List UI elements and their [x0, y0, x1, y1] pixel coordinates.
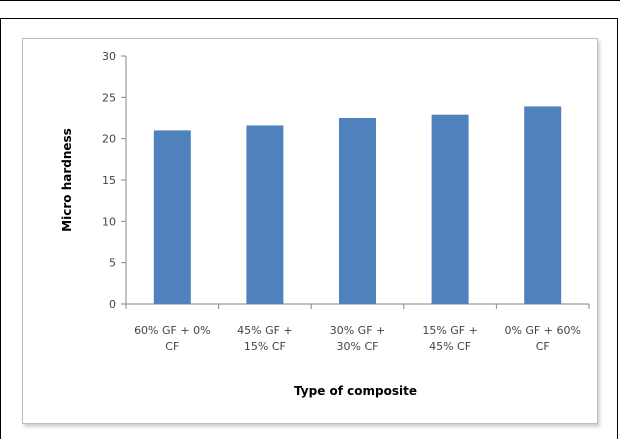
- y-tick-labels: 0 5 10 15 20 25 30: [102, 50, 116, 311]
- bars: [153, 106, 562, 305]
- x-category-label: 30% CF: [337, 340, 379, 353]
- table-cell: [0, 18, 618, 439]
- y-tick-label: 5: [109, 257, 116, 270]
- x-category-label: 45% GF +: [237, 324, 293, 337]
- x-category-label: 15% CF: [244, 340, 286, 353]
- x-category-label: 60% GF + 0%: [134, 324, 210, 337]
- y-tick-label: 10: [102, 215, 116, 228]
- x-category-label: CF: [165, 340, 179, 353]
- bar: [431, 114, 469, 305]
- y-tick-label: 20: [102, 133, 116, 146]
- table-top-border: [0, 0, 620, 1]
- y-tick-label: 0: [109, 298, 116, 311]
- x-category-label: 30% GF +: [330, 324, 386, 337]
- x-category-label: 0% GF + 60%: [504, 324, 580, 337]
- x-category-label: CF: [536, 340, 550, 353]
- y-axis-title: Micro hardness: [60, 128, 74, 232]
- bar-chart: 0 5 10 15 20 25 30 60% GF + 0% CF 45% GF + 15% CF…: [60, 50, 590, 398]
- y-tick-label: 15: [102, 174, 116, 187]
- x-category-label: 15% GF +: [422, 324, 478, 337]
- y-tick-label: 25: [102, 91, 116, 104]
- bar: [246, 125, 284, 304]
- chart-area: 0 5 10 15 20 25 30 60% GF + 0% CF 45% GF + 15% CF…: [22, 38, 598, 424]
- x-category-label: 45% CF: [429, 340, 471, 353]
- bar: [524, 106, 562, 304]
- bar: [339, 118, 376, 304]
- y-tick-label: 30: [102, 50, 116, 63]
- x-axis-title: Type of composite: [294, 384, 417, 398]
- x-category-labels: 60% GF + 0% CF 45% GF + 15% CF 30% GF + 30% C…: [134, 324, 581, 353]
- bar: [153, 130, 191, 304]
